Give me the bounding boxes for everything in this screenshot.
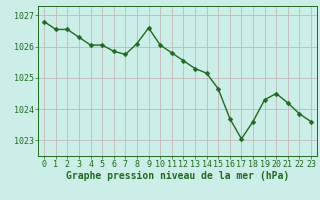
X-axis label: Graphe pression niveau de la mer (hPa): Graphe pression niveau de la mer (hPa) — [66, 171, 289, 181]
